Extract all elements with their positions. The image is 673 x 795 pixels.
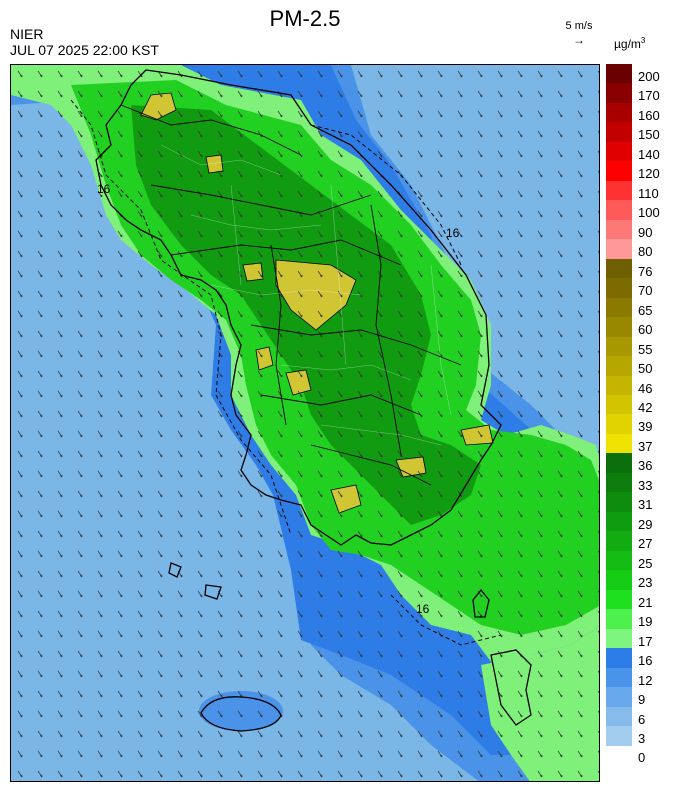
wind-reference: 5 m/s → xyxy=(556,20,602,46)
legend-swatch xyxy=(606,200,632,221)
coastlines xyxy=(95,69,532,732)
district-borders xyxy=(160,144,452,446)
legend-swatch xyxy=(606,667,632,688)
legend-label: 120 xyxy=(638,166,660,182)
legend-swatch xyxy=(606,219,632,240)
legend-swatch xyxy=(606,687,632,708)
legend-label: 80 xyxy=(638,244,653,260)
legend-swatch xyxy=(606,414,632,435)
map-title: PM-2.5 xyxy=(269,6,341,31)
legend-swatch xyxy=(606,550,632,571)
unit-exponent: 3 xyxy=(640,36,646,45)
contour-16 xyxy=(70,99,502,646)
legend-swatch xyxy=(606,628,632,649)
legend-label: 60 xyxy=(638,322,653,338)
legend-swatch xyxy=(606,706,632,727)
legend-swatch xyxy=(606,492,632,513)
wind-reference-arrow-icon: → xyxy=(573,33,585,47)
legend-swatch xyxy=(606,297,632,318)
legend-swatch xyxy=(606,336,632,357)
legend-label: 33 xyxy=(638,477,653,493)
legend-label: 9 xyxy=(638,692,646,708)
legend-label: 21 xyxy=(638,594,653,610)
legend-swatch xyxy=(606,511,632,532)
legend-swatch xyxy=(606,531,632,552)
legend-swatch xyxy=(606,725,632,747)
unit-label: µg/m3 xyxy=(614,36,645,51)
forecast-datetime: JUL 07 2025 22:00 KST xyxy=(10,42,159,58)
legend-label: 65 xyxy=(638,302,653,318)
province-borders xyxy=(120,104,462,486)
legend-swatch xyxy=(606,472,632,493)
legend-label: 29 xyxy=(638,516,653,532)
legend-label: 16 xyxy=(638,653,653,669)
legend-swatch xyxy=(606,317,632,338)
legend-swatch xyxy=(606,356,632,377)
legend-label: 140 xyxy=(638,146,660,162)
legend-label: 76 xyxy=(638,263,653,279)
wind-vectors xyxy=(11,65,599,781)
legend-label: 150 xyxy=(638,127,660,143)
legend-swatch xyxy=(606,648,632,669)
legend-label: 90 xyxy=(638,224,653,240)
agency-label: NIER xyxy=(10,26,44,42)
contour-label: 16 xyxy=(416,602,430,616)
legend-label: 23 xyxy=(638,575,653,591)
map-canvas: 16 16 16 xyxy=(11,65,599,781)
legend-swatch xyxy=(606,570,632,591)
legend-swatch xyxy=(606,375,632,396)
legend-swatch xyxy=(606,102,632,123)
legend-swatch xyxy=(606,64,632,85)
legend-swatch xyxy=(606,141,632,162)
legend-label: 100 xyxy=(638,205,660,221)
legend-label: 36 xyxy=(638,458,653,474)
legend-label: 170 xyxy=(638,88,660,104)
legend-label: 12 xyxy=(638,672,653,688)
legend-label: 55 xyxy=(638,341,653,357)
legend-swatch xyxy=(606,239,632,260)
legend-label: 39 xyxy=(638,419,653,435)
unit-text: µg/m xyxy=(614,37,641,51)
contour-label: 16 xyxy=(446,226,460,240)
legend-swatch xyxy=(606,394,632,416)
pm25-map[interactable]: 16 16 16 xyxy=(10,64,600,782)
legend-swatch xyxy=(606,453,632,474)
legend-label: 6 xyxy=(638,711,646,727)
contour-label: 16 xyxy=(97,182,111,196)
legend-label: 160 xyxy=(638,107,660,123)
legend-label: 110 xyxy=(638,185,659,201)
legend-label: 50 xyxy=(638,361,653,377)
legend-label: 70 xyxy=(638,283,653,299)
legend-swatch xyxy=(606,589,632,610)
legend-label: 42 xyxy=(638,399,653,415)
legend-label: 3 xyxy=(638,730,646,746)
legend-swatch xyxy=(606,433,632,454)
legend-swatch xyxy=(606,83,632,104)
legend-swatch xyxy=(606,258,632,279)
legend-swatch xyxy=(606,278,632,299)
legend-label: 17 xyxy=(638,633,653,649)
color-legend xyxy=(606,64,632,765)
legend-label: 0 xyxy=(638,750,646,766)
legend-swatch xyxy=(606,180,632,201)
legend-label: 37 xyxy=(638,438,653,454)
wind-reference-label: 5 m/s xyxy=(565,20,593,32)
legend-swatch xyxy=(606,122,632,143)
legend-label: 46 xyxy=(638,380,653,396)
legend-label: 25 xyxy=(638,555,653,571)
legend-swatch xyxy=(606,609,632,630)
legend-swatch xyxy=(606,161,632,182)
legend-label: 31 xyxy=(638,497,653,513)
legend-label: 19 xyxy=(638,614,653,630)
legend-label: 200 xyxy=(638,69,660,84)
legend-label: 27 xyxy=(638,536,653,552)
